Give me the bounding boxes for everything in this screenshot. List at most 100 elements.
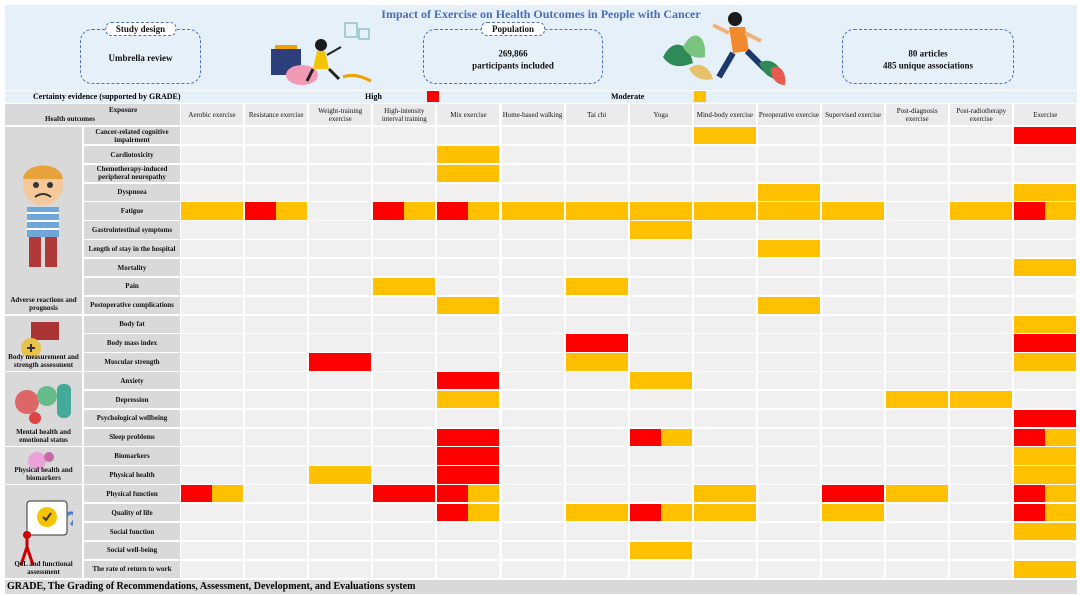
high-certainty-mark	[437, 466, 469, 484]
matrix-cell	[950, 240, 1013, 258]
outcome-group: Mental health and emotional status	[5, 372, 82, 446]
associations-count: 485 unique associations	[882, 59, 974, 70]
matrix-cell	[501, 390, 564, 409]
matrix-cell	[245, 447, 308, 465]
exposure-header-cell: Aerobic exercise	[181, 104, 244, 125]
matrix-cell	[437, 145, 500, 164]
matrix-cell	[950, 560, 1013, 578]
matrix-cell	[886, 372, 949, 390]
matrix-cell	[437, 372, 500, 390]
matrix-cell	[437, 202, 500, 220]
matrix-cell	[950, 202, 1013, 220]
outcome-group: Body measurement and strength assessment	[5, 315, 82, 371]
outcome-label: Postoperative complications	[84, 296, 180, 314]
matrix-cell	[373, 221, 436, 239]
matrix-cell	[822, 334, 885, 352]
matrix-cell	[309, 522, 372, 541]
matrix-cell	[565, 504, 628, 522]
certainty-label: Certainty evidence (supported by GRADE)	[33, 92, 181, 101]
matrix-cell	[437, 409, 500, 428]
matrix-cell	[245, 390, 308, 409]
matrix-cell	[501, 258, 564, 277]
matrix-cell	[245, 183, 308, 201]
matrix-cell	[629, 127, 692, 145]
moderate-certainty-mark	[693, 202, 725, 220]
matrix-cell	[693, 221, 756, 239]
matrix-cell	[437, 315, 500, 333]
matrix-cell	[309, 504, 372, 522]
sick-child-icon	[23, 165, 63, 267]
matrix-cell	[309, 315, 372, 333]
matrix-cell	[629, 240, 692, 258]
group-label: Body measurement and strength assessment	[8, 352, 79, 369]
matrix-cell	[501, 504, 564, 522]
matrix-cell	[565, 296, 628, 314]
matrix-cell	[245, 164, 308, 183]
exposure-header-cell: Tai chi	[565, 104, 628, 125]
high-certainty-mark	[1014, 485, 1046, 503]
matrix-cell	[822, 560, 885, 578]
matrix-cell	[629, 145, 692, 164]
matrix-cell	[181, 447, 244, 465]
matrix-cell	[757, 315, 820, 333]
moderate-certainty-mark	[1045, 522, 1077, 541]
matrix-cell	[181, 145, 244, 164]
matrix-cell	[245, 240, 308, 258]
matrix-cell	[693, 428, 756, 446]
moderate-certainty-mark	[1045, 202, 1077, 220]
high-certainty-mark	[437, 504, 469, 522]
matrix-cell	[950, 164, 1013, 183]
matrix-cell	[501, 183, 564, 201]
high-certainty-mark	[822, 485, 854, 503]
matrix-cell	[950, 334, 1013, 352]
moderate-certainty-mark	[1045, 258, 1077, 277]
matrix-cell	[950, 221, 1013, 239]
matrix-cell	[886, 466, 949, 484]
matrix-cell	[629, 296, 692, 314]
high-certainty-mark	[437, 428, 469, 446]
mental-health-icon	[15, 384, 71, 425]
moderate-certainty-mark	[468, 485, 500, 503]
matrix-cell	[565, 485, 628, 503]
group-label: QoL and functional assessment	[14, 559, 73, 576]
matrix-cell	[1014, 183, 1077, 201]
matrix-cell	[950, 466, 1013, 484]
outcome-label: Psychological wellbeing	[84, 409, 180, 428]
matrix-cell	[693, 560, 756, 578]
matrix-cell	[629, 277, 692, 296]
matrix-cell	[501, 428, 564, 446]
matrix-cell	[950, 390, 1013, 409]
matrix-cell	[886, 258, 949, 277]
moderate-certainty-mark	[724, 504, 756, 522]
matrix-cell	[629, 164, 692, 183]
moderate-certainty-mark	[212, 485, 244, 503]
moderate-certainty-mark	[660, 202, 692, 220]
matrix-cell	[822, 447, 885, 465]
matrix-cell	[757, 560, 820, 578]
matrix-cell	[822, 240, 885, 258]
matrix-cell	[437, 334, 500, 352]
outcome-label: Cancer-related cognitive impairment	[84, 127, 180, 145]
matrix-cell	[950, 522, 1013, 541]
moderate-certainty-mark	[757, 240, 789, 258]
matrix-cell	[1014, 409, 1077, 428]
matrix-cell	[565, 390, 628, 409]
matrix-cell	[757, 409, 820, 428]
matrix-cell	[629, 334, 692, 352]
legend-high-swatch	[427, 91, 439, 102]
matrix-cell	[373, 372, 436, 390]
matrix-cell	[693, 145, 756, 164]
matrix-cell	[1014, 485, 1077, 503]
matrix-cell	[822, 409, 885, 428]
study-design-value: Umbrella review	[108, 52, 173, 63]
matrix-cell	[629, 504, 692, 522]
matrix-cell	[565, 409, 628, 428]
high-certainty-mark	[1014, 504, 1046, 522]
moderate-certainty-mark	[437, 390, 469, 409]
matrix-cell	[181, 315, 244, 333]
matrix-cell	[181, 522, 244, 541]
moderate-certainty-mark	[1014, 560, 1046, 578]
matrix-cell	[693, 372, 756, 390]
scale-icon	[21, 321, 59, 358]
moderate-certainty-mark	[1045, 183, 1077, 201]
